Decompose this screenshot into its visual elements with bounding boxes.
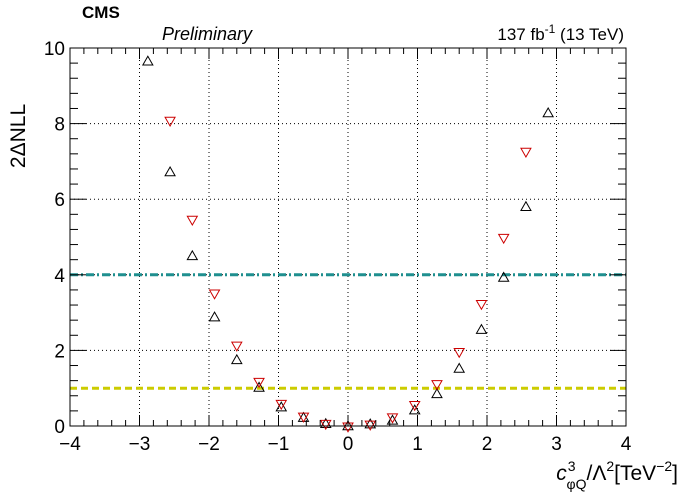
data-point-down: [408, 400, 421, 412]
data-point-down: [431, 380, 443, 391]
y-tick-label: 0: [54, 417, 65, 438]
lumi-exponent: -1: [545, 22, 556, 36]
experiment-label: CMS: [82, 3, 120, 22]
data-point-up: [497, 271, 510, 282]
reference-lines: [70, 273, 626, 390]
data-points: [141, 55, 555, 433]
x-title-unit-open: [TeV: [614, 462, 656, 485]
data-point-up: [475, 323, 488, 334]
data-point-down: [319, 419, 332, 431]
data-point-up: [542, 107, 555, 118]
x-tick-label: −4: [59, 434, 81, 455]
x-title-base: c: [556, 462, 567, 485]
data-point-down: [230, 341, 243, 352]
data-point-down: [386, 413, 399, 424]
axis-ticks: [69, 47, 627, 427]
energy-label: (13 TeV): [555, 25, 624, 44]
y-axis-title: 2ΔNLL: [7, 104, 30, 168]
data-point-down: [253, 377, 265, 389]
y-tick-label: 10: [44, 39, 65, 60]
y-tick-label: 6: [54, 190, 65, 211]
data-point-up: [297, 411, 310, 422]
x-tick-label: 4: [621, 434, 632, 455]
data-point-up: [208, 311, 221, 322]
data-point-down: [186, 215, 199, 226]
x-tick-label: 0: [343, 434, 354, 455]
data-point-down: [164, 116, 176, 127]
status-label: Preliminary: [162, 24, 253, 44]
x-title-unit-sup: −2: [656, 458, 672, 474]
x-tick-label: −3: [129, 434, 151, 455]
x-tick-label: 3: [551, 434, 562, 455]
y-tick-label: 2: [54, 341, 65, 362]
data-point-down: [297, 412, 310, 423]
x-tick-label: 2: [482, 434, 493, 455]
y-tick-label: 4: [54, 266, 65, 287]
data-point-up: [253, 381, 265, 392]
data-point-up: [431, 387, 443, 399]
data-point-up: [186, 249, 199, 261]
x-tick-label: −2: [198, 434, 220, 455]
lumi-value: 137 fb: [497, 25, 544, 44]
x-title-mid: /Λ: [586, 462, 606, 485]
data-point-up: [319, 417, 332, 428]
y-tick-label: 8: [54, 115, 65, 136]
lumi-label: 137 fb-1 (13 TeV): [497, 22, 624, 44]
x-tick-label: −1: [268, 434, 290, 455]
x-title-unit-close: ]: [672, 462, 678, 485]
data-point-down: [275, 399, 288, 411]
x-axis-title: c3 φQ/Λ2[TeV−2]: [556, 458, 678, 492]
grid: [70, 48, 626, 426]
data-point-down: [364, 420, 377, 431]
x-tick-label: 1: [412, 434, 423, 455]
data-point-up: [408, 404, 421, 415]
data-point-down: [475, 300, 488, 311]
x-title-mid-sup: 2: [606, 458, 614, 474]
data-point-down: [208, 289, 221, 300]
data-point-down: [453, 348, 466, 359]
data-point-up: [230, 353, 243, 365]
data-point-up: [520, 200, 532, 212]
data-point-down: [520, 147, 532, 158]
data-point-up: [164, 165, 176, 177]
data-point-down: [497, 233, 510, 245]
data-point-up: [275, 401, 288, 412]
data-point-up: [453, 362, 466, 373]
data-point-up: [386, 414, 399, 425]
x-title-sub: φQ: [567, 476, 587, 492]
data-point-up: [342, 419, 354, 431]
data-point-up: [364, 418, 377, 429]
tick-labels: −4 −3 −2 −1 0 1 2 3 4 0 2 4 6 8 10: [44, 39, 632, 455]
data-point-up: [141, 55, 154, 66]
x-title-sup: 3: [568, 458, 576, 474]
